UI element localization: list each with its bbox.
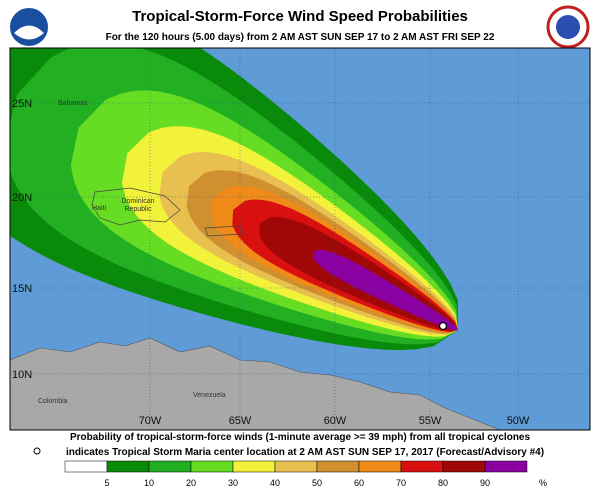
storm-center-key — [33, 447, 41, 455]
longitude-label: 70W — [139, 415, 162, 427]
place-label: Venezuela — [193, 392, 226, 399]
legend-unit: % — [539, 478, 547, 488]
legend-swatch — [190, 460, 234, 473]
longitude-label: 55W — [419, 415, 442, 427]
legend-swatch — [358, 460, 402, 473]
legend-label: 10 — [144, 478, 154, 488]
latitude-label: 25N — [12, 98, 32, 110]
place-label: Dominican Republic — [121, 198, 155, 213]
map-frame — [9, 47, 591, 431]
latitude-label: 10N — [12, 369, 32, 381]
title: Tropical-Storm-Force Wind Speed Probabil… — [132, 8, 468, 25]
storm-center — [438, 321, 448, 331]
longitude-label: 65W — [229, 415, 252, 427]
legend-swatch — [484, 460, 528, 473]
hispaniola — [91, 187, 181, 226]
map — [10, 48, 590, 430]
footer-line2: indicates Tropical Storm Maria center lo… — [66, 447, 544, 458]
legend-swatch — [64, 460, 108, 473]
legend-swatch — [274, 460, 318, 473]
south-america — [10, 337, 501, 430]
legend-swatch — [400, 460, 444, 473]
legend-swatch — [232, 460, 276, 473]
noaa-logo-bird — [14, 25, 44, 40]
legend-label: 90 — [480, 478, 490, 488]
legend-label: 20 — [186, 478, 196, 488]
legend-label: 5 — [104, 478, 109, 488]
legend-swatch — [442, 460, 486, 473]
subtitle: For the 120 hours (5.00 days) from 2 AM … — [106, 32, 495, 43]
puerto-rico — [204, 225, 245, 237]
footer-line1: Probability of tropical-storm-force wind… — [70, 432, 531, 443]
latitude-label: 15N — [12, 283, 32, 295]
latitude-label: 20N — [12, 192, 32, 204]
legend-label: 50 — [312, 478, 322, 488]
legend-swatch — [148, 460, 192, 473]
longitude-label: 50W — [507, 415, 530, 427]
legend-label: 80 — [438, 478, 448, 488]
place-label: Haiti — [92, 205, 107, 212]
longitude-label: 60W — [324, 415, 347, 427]
probability-swath — [10, 48, 459, 351]
legend-label: 30 — [228, 478, 238, 488]
nws-logo-center — [556, 15, 580, 39]
place-label: Bahamas — [58, 100, 88, 107]
legend-label: 60 — [354, 478, 364, 488]
swath-band — [312, 249, 458, 330]
legend-swatch — [106, 460, 150, 473]
legend-label: 70 — [396, 478, 406, 488]
place-label: Colombia — [38, 398, 68, 405]
legend-label: 40 — [270, 478, 280, 488]
legend: 5 10 20 30 40 50 60 70 80 90% — [64, 460, 547, 488]
legend-swatch — [316, 460, 360, 473]
